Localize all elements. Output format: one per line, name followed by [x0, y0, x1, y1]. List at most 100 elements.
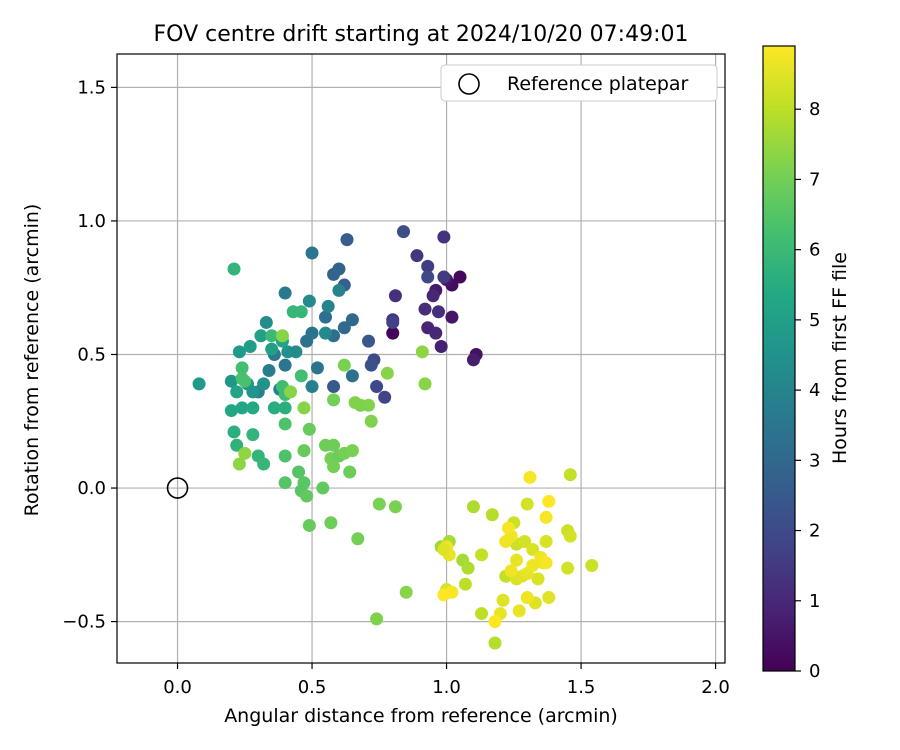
data-point	[410, 249, 424, 263]
data-point	[372, 497, 386, 511]
data-point	[539, 556, 553, 570]
data-point	[485, 508, 499, 522]
data-point	[302, 294, 316, 308]
data-point	[345, 369, 359, 383]
data-point	[461, 561, 475, 575]
data-point	[294, 305, 308, 319]
data-point	[531, 572, 545, 586]
data-point	[504, 564, 518, 578]
data-point	[520, 497, 534, 511]
y-axis-label: Rotation from reference (arcmin)	[21, 204, 43, 517]
data-point	[351, 532, 365, 546]
scatter-points	[192, 225, 599, 650]
data-point	[458, 577, 472, 591]
x-tick-label: 0.5	[298, 677, 327, 698]
data-point	[316, 481, 330, 495]
data-point	[235, 361, 249, 375]
data-point	[437, 270, 451, 284]
data-point	[302, 422, 316, 436]
data-point	[284, 385, 298, 399]
data-point	[426, 289, 440, 303]
data-point	[278, 417, 292, 431]
data-point	[278, 476, 292, 490]
colorbar-tick-label: 0	[809, 661, 820, 682]
plot-frame	[116, 53, 726, 664]
data-point	[192, 377, 206, 391]
data-point	[297, 401, 311, 415]
data-point	[278, 449, 292, 463]
data-point	[526, 542, 540, 556]
data-point	[337, 321, 351, 335]
data-point	[246, 428, 260, 442]
x-tick-label: 1.0	[432, 677, 461, 698]
data-point	[348, 396, 362, 410]
colorbar-ticks: 0 1 2 3 4 5 6 7 8	[795, 99, 820, 682]
data-point	[343, 465, 357, 479]
data-point	[305, 246, 319, 260]
grid	[117, 54, 725, 663]
data-point	[321, 299, 335, 313]
colorbar-tick-label: 6	[809, 240, 820, 261]
y-axis-ticks: −0.5 0.0 0.5 1.0 1.5	[62, 77, 117, 633]
data-point	[399, 585, 413, 599]
data-point	[302, 518, 316, 532]
colorbar-tick-label: 8	[809, 99, 820, 120]
data-point	[475, 607, 489, 621]
data-point	[561, 561, 575, 575]
data-point	[332, 283, 346, 297]
y-tick-label: 1.0	[77, 211, 106, 232]
data-point	[488, 615, 502, 629]
y-tick-label: 0.0	[77, 478, 106, 499]
data-point	[421, 270, 435, 284]
data-point	[501, 521, 515, 535]
x-tick-label: 0.0	[163, 677, 192, 698]
data-point	[265, 342, 279, 356]
data-point	[292, 465, 306, 479]
data-point	[370, 380, 384, 394]
data-point	[243, 339, 257, 353]
data-point	[397, 225, 411, 239]
data-point	[262, 364, 276, 378]
data-point	[294, 369, 308, 383]
data-point	[327, 380, 341, 394]
data-point	[542, 591, 556, 605]
data-point	[227, 262, 241, 276]
data-point	[230, 385, 244, 399]
data-point	[388, 500, 402, 514]
data-point	[437, 542, 451, 556]
data-point	[431, 305, 445, 319]
data-point	[499, 534, 513, 548]
colorbar-tick-label: 5	[809, 310, 820, 331]
data-point	[327, 460, 341, 474]
data-point	[232, 345, 246, 359]
data-point	[232, 457, 246, 471]
data-point	[466, 500, 480, 514]
data-point	[238, 446, 252, 460]
data-point	[300, 334, 314, 348]
data-point	[278, 286, 292, 300]
data-point	[563, 468, 577, 482]
data-point	[542, 494, 556, 508]
colorbar-gradient	[762, 45, 796, 672]
data-point	[278, 401, 292, 415]
data-point	[445, 310, 459, 324]
data-point	[275, 329, 289, 343]
data-point	[370, 612, 384, 626]
data-point	[364, 358, 378, 372]
data-point	[386, 326, 400, 340]
data-point	[437, 588, 451, 602]
colorbar-tick-label: 4	[809, 380, 820, 401]
colorbar-tick-label: 1	[809, 591, 820, 612]
data-point	[318, 310, 332, 324]
data-point	[388, 289, 402, 303]
y-tick-label: 1.5	[77, 77, 106, 98]
data-point	[257, 377, 271, 391]
data-point	[230, 438, 244, 452]
colorbar-tick-label: 2	[809, 521, 820, 542]
data-point	[267, 401, 281, 415]
data-point	[289, 345, 303, 359]
data-point	[378, 390, 392, 404]
data-point	[523, 470, 537, 484]
